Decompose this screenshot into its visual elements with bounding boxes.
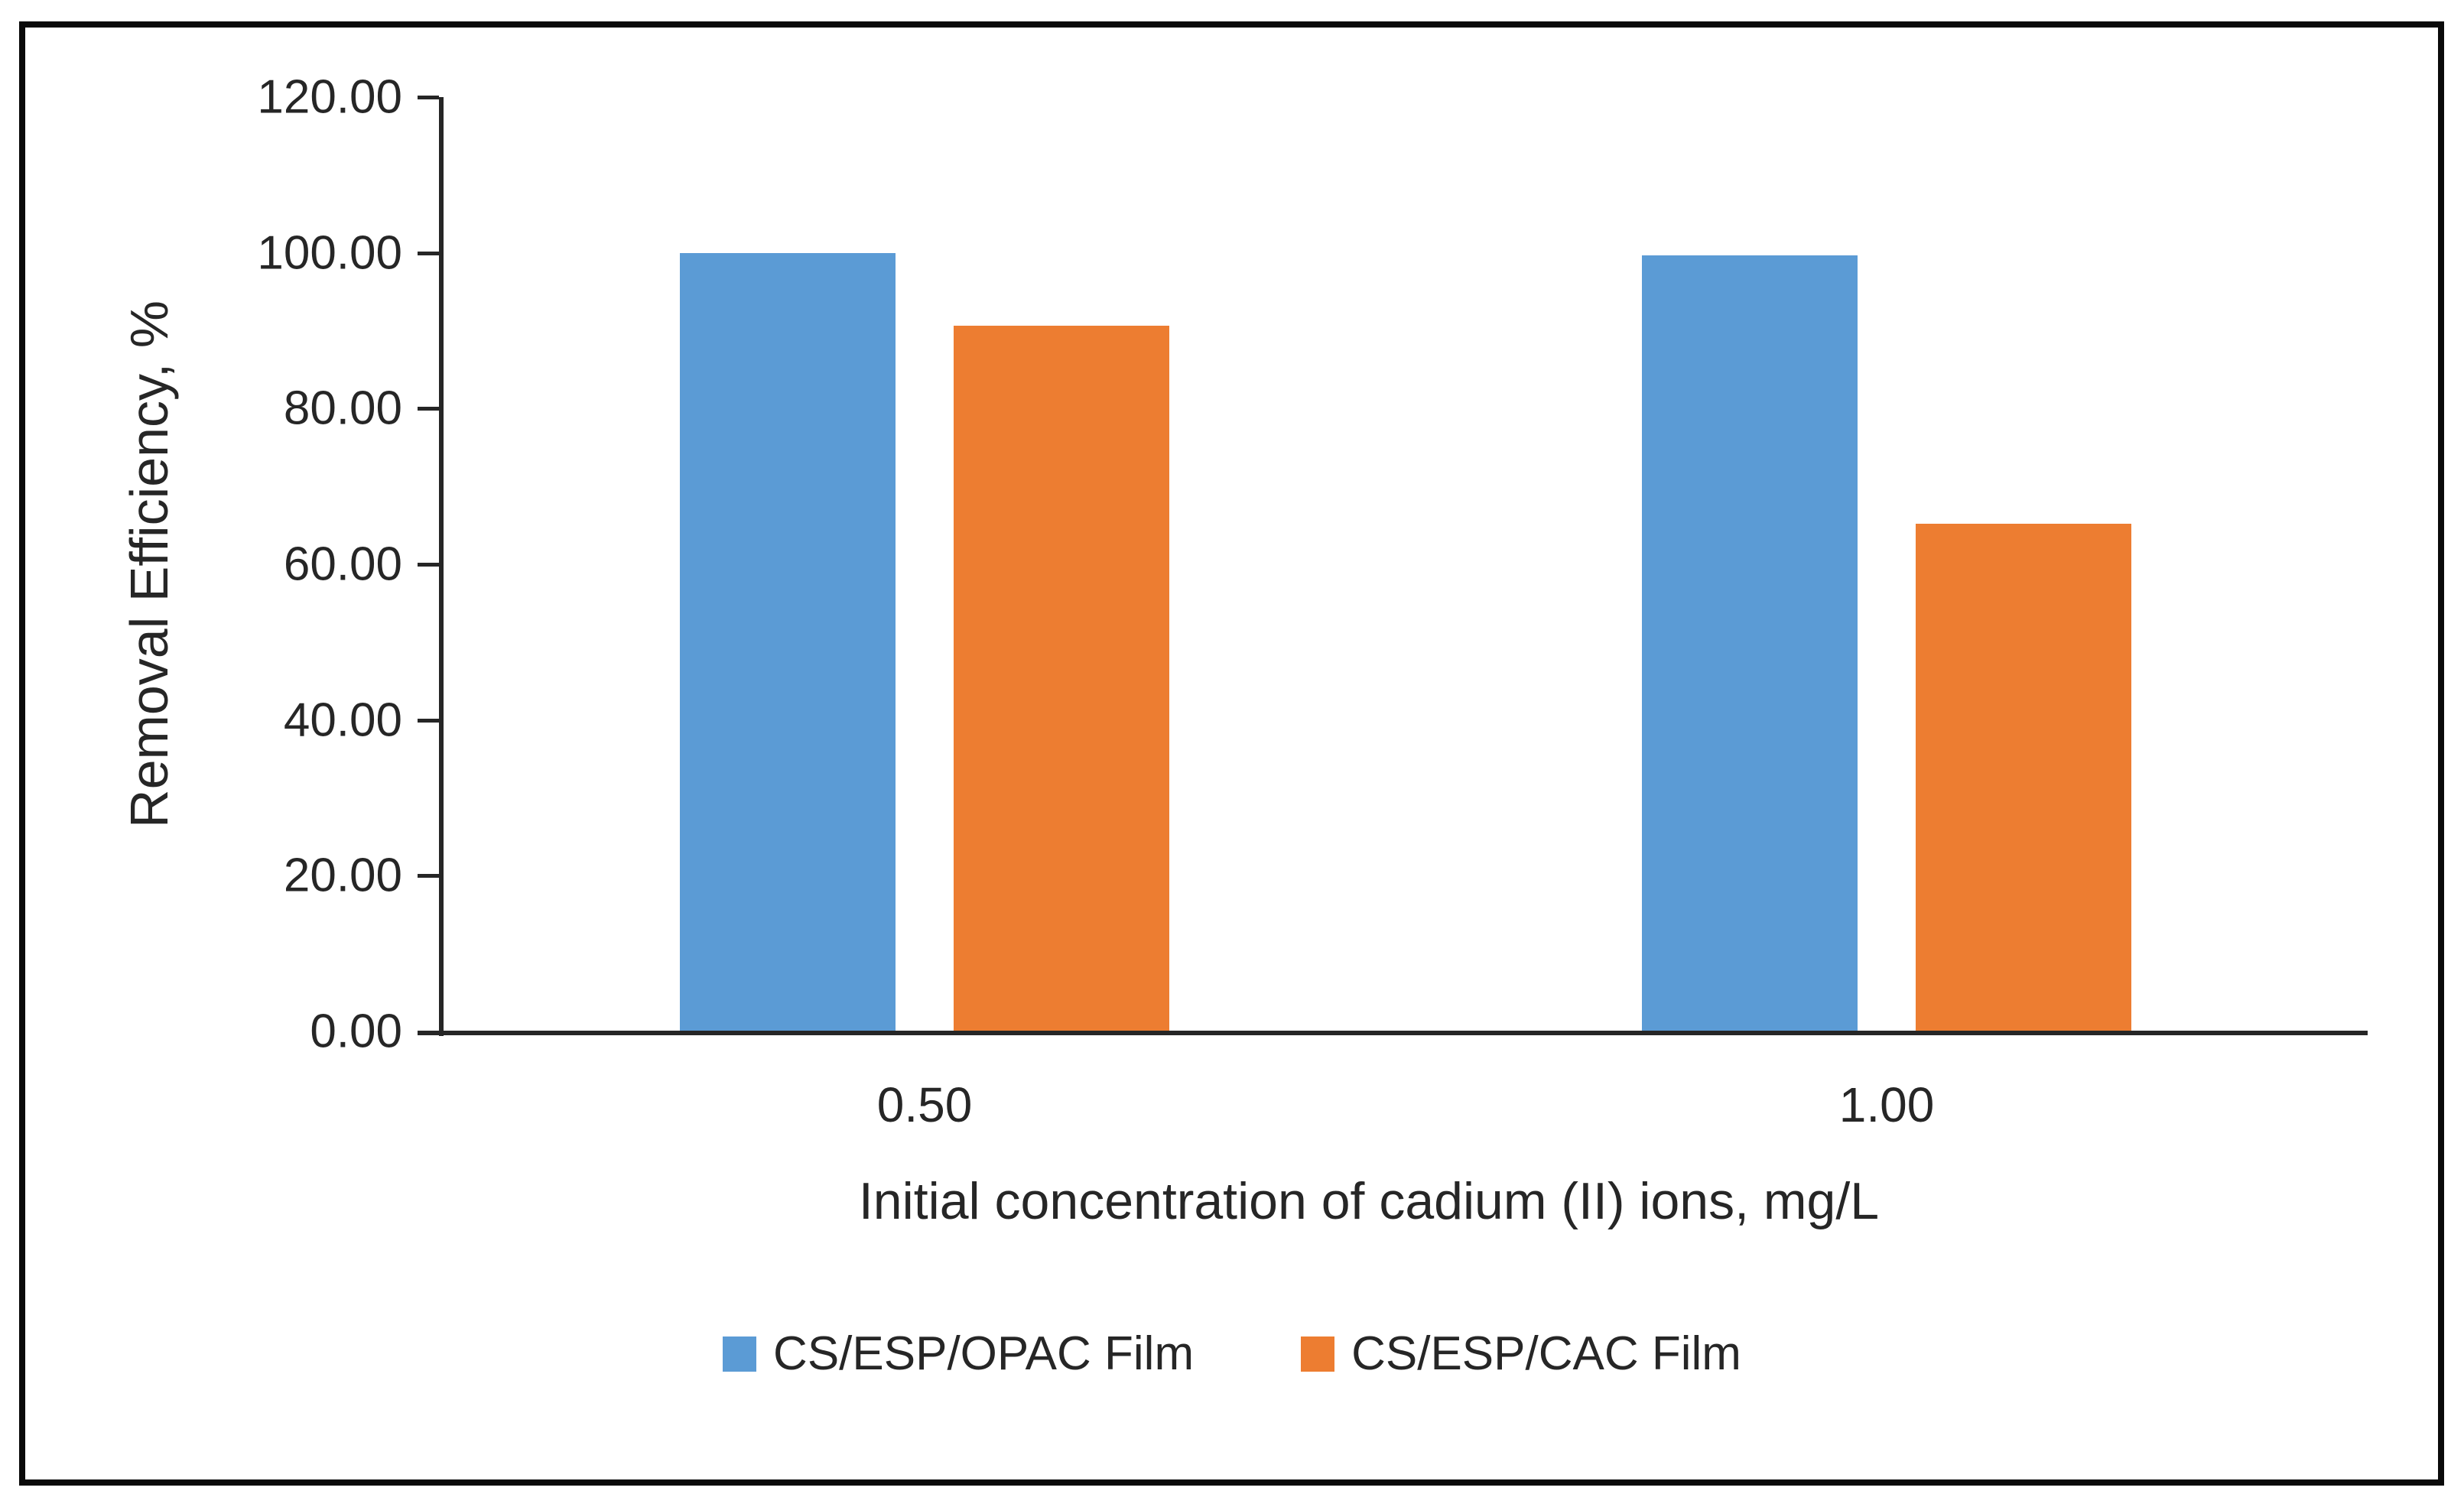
y-axis-line [439,97,444,1036]
legend-swatch-icon [1301,1336,1335,1372]
y-tick-label: 40.00 [283,693,402,747]
y-tick-label: 120.00 [257,70,402,124]
legend-label: CS/ESP/OPAC Film [773,1327,1195,1380]
y-tick-mark [418,563,439,567]
x-axis-line [418,1031,2368,1035]
y-tick-mark [418,96,439,99]
y-tick-mark [418,718,439,723]
y-axis-title: Removal Efficiency, % [119,300,179,828]
legend-item-0: CS/ESP/OPAC Film [723,1327,1194,1381]
y-tick-label: 80.00 [283,382,402,435]
bar-cs-esp-cac-film-cat1 [1916,524,2131,1031]
legend: CS/ESP/OPAC Film CS/ESP/CAC Film [0,1327,2464,1381]
legend-label: CS/ESP/CAC Film [1351,1327,1741,1380]
bar-cs-esp-opac-film-cat1 [1642,255,1858,1031]
legend-swatch-icon [723,1336,757,1372]
y-tick-label: 60.00 [283,538,402,591]
y-tick-mark [418,407,439,411]
y-tick-label: 0.00 [310,1005,402,1058]
x-axis-title: Initial concentration of cadium (II) ion… [858,1172,1880,1230]
x-tick-label: 1.00 [1838,1077,1935,1132]
y-tick-mark [418,874,439,879]
bar-cs-esp-opac-film-cat0 [680,253,896,1031]
x-tick-label: 0.50 [876,1077,973,1132]
y-tick-mark [418,251,439,255]
y-tick-label: 20.00 [283,849,402,902]
y-tick-label: 100.00 [257,226,402,280]
bar-cs-esp-cac-film-cat0 [954,326,1169,1031]
legend-item-1: CS/ESP/CAC Film [1301,1327,1741,1381]
